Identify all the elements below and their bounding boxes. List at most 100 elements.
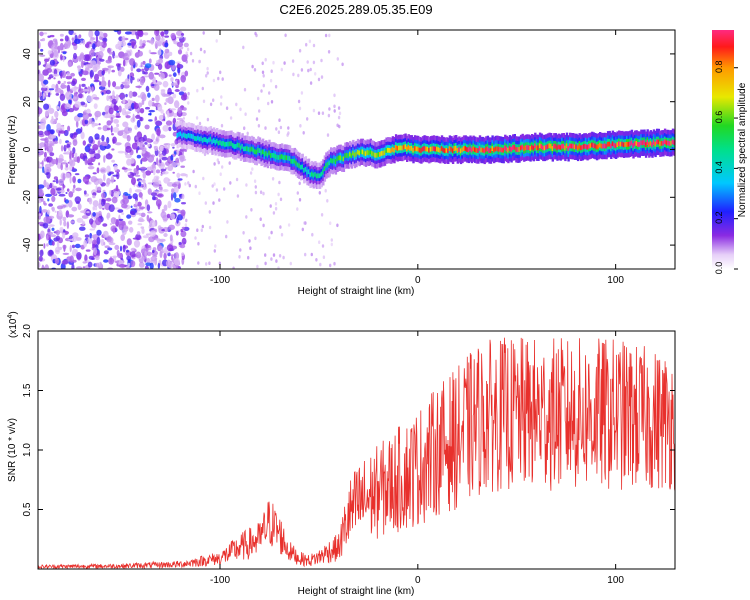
spectrogram-noise-speck xyxy=(307,68,310,73)
spectrogram-ridge-cell xyxy=(475,148,478,153)
spectrogram-ridge-cell xyxy=(263,151,266,157)
spectrogram-noise-speck xyxy=(76,266,83,269)
spectrogram-noise-speck xyxy=(186,47,190,52)
colorbar-label: Normalized spectral amplitude xyxy=(737,82,748,217)
spectrogram-noise-speck xyxy=(341,62,344,67)
spectrogram-noise-speck xyxy=(81,83,86,87)
spectrogram-noise-speck xyxy=(212,201,215,205)
spectrogram-noise-speck xyxy=(312,43,316,48)
colorbar-tick-label: 0.8 xyxy=(714,60,724,73)
spectrogram-noise-speck xyxy=(104,113,109,119)
snr-scale-prefix: (x10 xyxy=(8,318,19,338)
spectrogram-noise-speck xyxy=(118,223,124,231)
spectrogram-noise-speck xyxy=(103,173,106,182)
spectrogram-ridge-cell xyxy=(537,145,540,151)
spectrogram-noise-speck xyxy=(103,259,109,263)
spectrogram-ridge-cell xyxy=(271,152,274,158)
spectrogram-noise-speck xyxy=(71,206,78,212)
spectrogram-ridge-cell xyxy=(535,145,539,151)
spectrogram-noise-speck xyxy=(174,198,181,203)
spectrogram-ridge-cell xyxy=(638,142,641,147)
spectrogram-noise-speck xyxy=(161,209,165,213)
spectrogram-noise-speck xyxy=(93,103,98,109)
spectrogram-noise-speck xyxy=(75,128,82,134)
spectrogram-noise-speck xyxy=(219,102,223,106)
spectrogram-noise-speck xyxy=(121,108,127,116)
spectrogram-noise-speck xyxy=(144,124,150,130)
spectrogram-y-tick-label: 0 xyxy=(22,146,33,152)
spectrogram-noise-speck xyxy=(138,206,146,210)
spectrogram-noise-speck xyxy=(272,60,275,65)
spectrogram-noise-speck xyxy=(41,209,48,213)
spectrogram-noise-speck xyxy=(58,193,66,197)
spectrogram-noise-speck xyxy=(58,130,66,134)
spectrogram-noise-speck xyxy=(65,192,68,194)
spectrogram-noise-speck xyxy=(140,212,146,218)
spectrogram-ridge-cell xyxy=(375,152,379,158)
spectrogram-noise-speck xyxy=(218,198,221,202)
spectrogram-ridge-cell xyxy=(254,149,257,155)
spectrogram-noise-speck xyxy=(143,32,149,36)
spectrogram-noise-speck xyxy=(92,243,96,249)
spectrogram-ridge-cell xyxy=(285,155,289,161)
spectrogram-ridge-cell xyxy=(630,140,634,146)
spectrogram-noise-speck xyxy=(337,106,341,110)
spectrogram-noise-speck xyxy=(131,142,138,150)
spectrogram-ridge-cell xyxy=(532,145,535,151)
spectrogram-noise-speck xyxy=(277,266,280,269)
spectrogram-noise-speck xyxy=(75,201,80,205)
spectrogram-ridge-cell xyxy=(290,158,293,164)
spectrogram-noise-speck xyxy=(143,134,147,142)
spectrogram-ridge-cell xyxy=(342,156,346,162)
spectrogram-noise-speck xyxy=(94,206,98,211)
spectrogram-noise-speck xyxy=(55,235,61,241)
spectrogram-ridge-cell xyxy=(182,132,186,138)
spectrogram-noise-speck xyxy=(73,52,77,60)
spectrogram-noise-speck xyxy=(116,123,120,128)
spectrogram-noise-speck xyxy=(137,146,140,151)
spectrogram-x-tick-label: -100 xyxy=(210,275,230,286)
spectrogram-ridge-cell xyxy=(298,163,301,169)
spectrogram-noise-speck xyxy=(71,152,74,159)
spectrogram-noise-speck xyxy=(206,71,209,75)
spectrogram-ridge-cell xyxy=(619,141,622,147)
spectrogram-noise-speck xyxy=(303,221,306,225)
spectrogram-noise-speck xyxy=(79,73,83,77)
spectrogram-noise-speck xyxy=(183,92,188,100)
spectrogram-ridge-cell xyxy=(504,145,507,151)
spectrogram-noise-speck xyxy=(124,126,131,134)
spectrogram-noise-speck xyxy=(141,157,148,162)
spectrogram-noise-speck xyxy=(80,60,84,69)
spectrogram-ridge-cell xyxy=(287,155,290,161)
spectrogram-ridge-cell xyxy=(312,172,315,178)
spectrogram-noise-speck xyxy=(155,169,161,174)
spectrogram-ridge-cell xyxy=(554,143,558,149)
spectrogram-noise-speck xyxy=(62,204,66,208)
spectrogram-noise-speck xyxy=(232,266,235,269)
spectrogram-noise-speck xyxy=(90,60,97,68)
spectrogram-ridge-cell xyxy=(341,156,344,162)
spectrogram-noise-speck xyxy=(172,171,175,174)
spectrogram-noise-speck xyxy=(81,220,85,225)
spectrogram-ridge-cell xyxy=(209,136,213,142)
spectrogram-noise-speck xyxy=(80,126,83,133)
spectrogram-noise-speck xyxy=(66,188,70,192)
spectrogram-ridge-cell xyxy=(516,147,520,153)
spectrogram-noise-speck xyxy=(140,166,147,170)
spectrogram-noise-speck xyxy=(113,105,119,112)
spectrogram-noise-speck xyxy=(235,177,239,182)
spectrogram-noise-speck xyxy=(152,249,155,254)
spectrogram-ridge-cell xyxy=(657,139,660,145)
spectrogram-noise-speck xyxy=(216,158,219,162)
spectrogram-ridge-cell xyxy=(401,145,404,151)
spectrogram-noise-speck xyxy=(135,85,142,89)
spectrogram-noise-speck xyxy=(317,77,321,82)
spectrogram-ridge-cell xyxy=(301,164,304,170)
spectrogram-noise-speck xyxy=(167,142,170,150)
spectrogram-y-axis-label: Frequency (Hz) xyxy=(7,116,18,185)
spectrogram-noise-speck xyxy=(163,204,168,211)
spectrogram-ridge-cell xyxy=(236,142,239,148)
spectrogram-noise-speck xyxy=(155,62,160,66)
spectrogram-noise-speck xyxy=(298,198,302,202)
spectrogram-ridge-cell xyxy=(545,145,548,150)
